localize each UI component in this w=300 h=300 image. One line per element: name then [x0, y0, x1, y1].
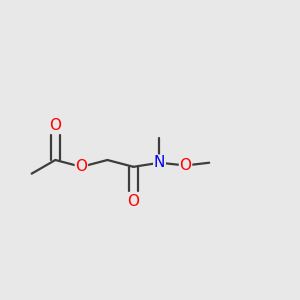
Text: O: O	[75, 159, 87, 174]
Text: O: O	[179, 158, 191, 173]
Text: O: O	[128, 194, 140, 209]
Text: O: O	[49, 118, 61, 133]
Text: N: N	[154, 155, 165, 170]
